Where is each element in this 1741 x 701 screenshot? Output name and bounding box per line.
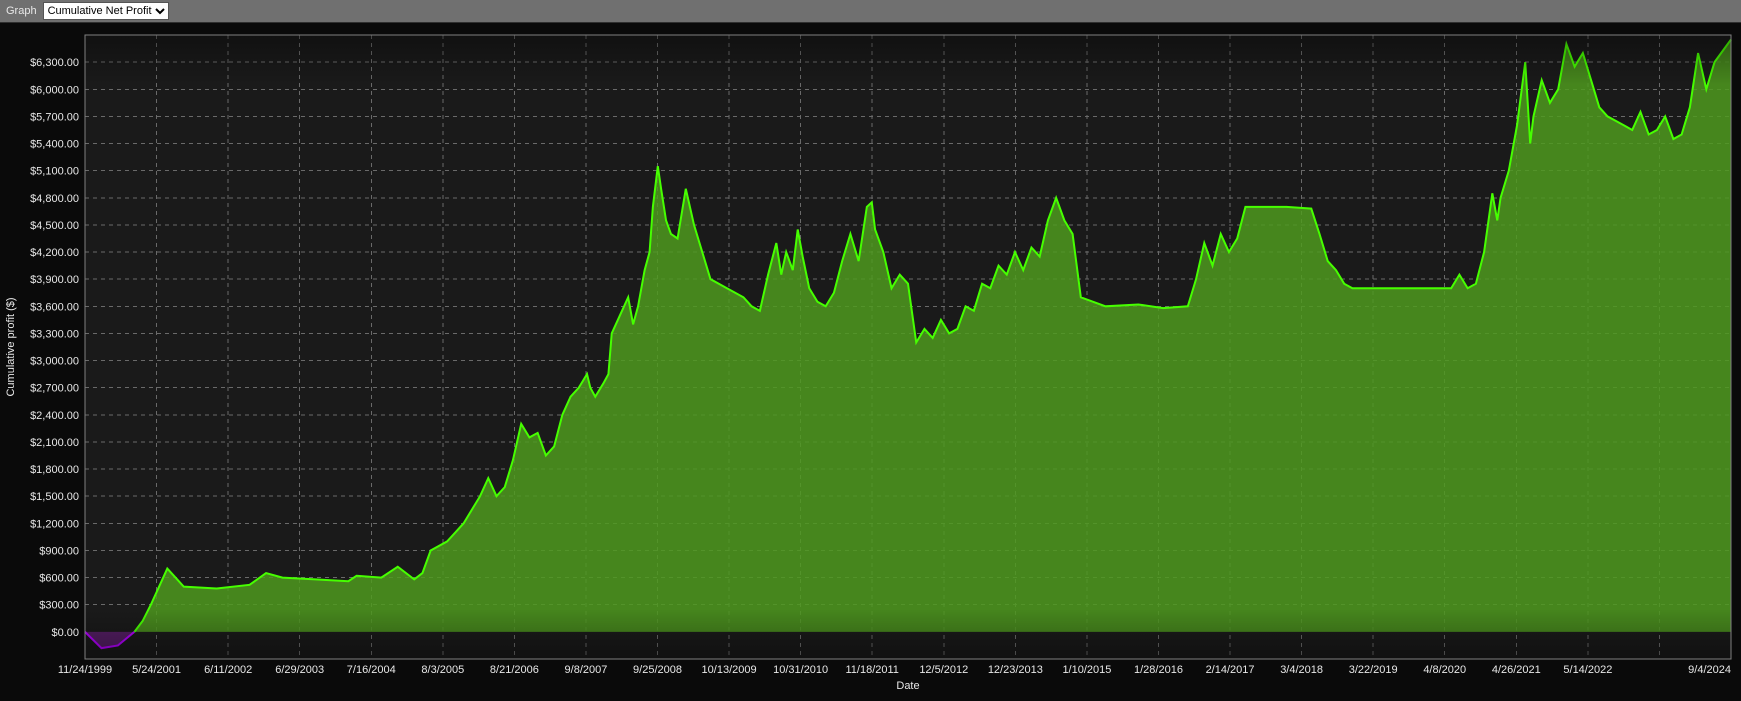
svg-text:6/29/2003: 6/29/2003: [275, 664, 324, 676]
svg-text:$3,900.00: $3,900.00: [30, 274, 79, 286]
svg-text:4/26/2021: 4/26/2021: [1492, 664, 1541, 676]
svg-text:12/5/2012: 12/5/2012: [919, 664, 968, 676]
svg-text:1/28/2016: 1/28/2016: [1134, 664, 1183, 676]
graph-toolbar: Graph Cumulative Net Profit: [0, 0, 1741, 23]
y-axis-ticks: $0.00 $300.00 $600.00 $900.00 $1,200.00 $1,50…: [30, 57, 79, 639]
svg-text:$900.00: $900.00: [39, 545, 79, 557]
svg-text:$5,400.00: $5,400.00: [30, 139, 79, 151]
svg-text:$1,500.00: $1,500.00: [30, 491, 79, 503]
svg-text:$5,100.00: $5,100.00: [30, 166, 79, 178]
svg-text:7/16/2004: 7/16/2004: [347, 664, 396, 676]
svg-text:$600.00: $600.00: [39, 573, 79, 585]
svg-text:$1,200.00: $1,200.00: [30, 518, 79, 530]
svg-text:12/23/2013: 12/23/2013: [988, 664, 1043, 676]
chart-container: $0.00 $300.00 $600.00 $900.00 $1,200.00 $1,50…: [0, 23, 1741, 701]
svg-text:9/4/2024: 9/4/2024: [1688, 664, 1731, 676]
svg-text:10/13/2009: 10/13/2009: [702, 664, 757, 676]
svg-text:9/25/2008: 9/25/2008: [633, 664, 682, 676]
svg-text:3/4/2018: 3/4/2018: [1280, 664, 1323, 676]
svg-text:6/11/2002: 6/11/2002: [204, 664, 252, 676]
cumulative-profit-chart: $0.00 $300.00 $600.00 $900.00 $1,200.00 $1,50…: [0, 23, 1741, 701]
svg-text:$2,100.00: $2,100.00: [30, 437, 79, 449]
svg-text:$3,300.00: $3,300.00: [30, 328, 79, 340]
svg-text:$5,700.00: $5,700.00: [30, 111, 79, 123]
svg-text:$6,300.00: $6,300.00: [30, 57, 79, 69]
svg-text:4/8/2020: 4/8/2020: [1423, 664, 1466, 676]
svg-text:8/3/2005: 8/3/2005: [421, 664, 464, 676]
svg-text:3/22/2019: 3/22/2019: [1349, 664, 1398, 676]
x-axis-ticks: 11/24/1999 5/24/2001 6/11/2002 6/29/2003 7/1…: [58, 664, 1731, 676]
svg-text:$6,000.00: $6,000.00: [30, 84, 79, 96]
svg-text:11/24/1999: 11/24/1999: [58, 664, 112, 676]
y-axis-title: Cumulative profit ($): [5, 297, 17, 396]
svg-text:8/21/2006: 8/21/2006: [490, 664, 539, 676]
svg-text:$3,600.00: $3,600.00: [30, 301, 79, 313]
svg-text:$300.00: $300.00: [39, 600, 79, 612]
svg-text:10/31/2010: 10/31/2010: [773, 664, 828, 676]
svg-text:$3,000.00: $3,000.00: [30, 356, 79, 368]
graph-label: Graph: [6, 5, 37, 17]
svg-text:$4,500.00: $4,500.00: [30, 220, 79, 232]
graph-type-select[interactable]: Cumulative Net Profit: [43, 2, 169, 20]
svg-text:$2,700.00: $2,700.00: [30, 383, 79, 395]
svg-text:2/14/2017: 2/14/2017: [1206, 664, 1255, 676]
x-axis-title: Date: [896, 680, 919, 692]
svg-text:$4,200.00: $4,200.00: [30, 247, 79, 259]
svg-text:$2,400.00: $2,400.00: [30, 410, 79, 422]
svg-text:5/24/2001: 5/24/2001: [132, 664, 181, 676]
svg-text:5/14/2022: 5/14/2022: [1563, 664, 1612, 676]
svg-text:1/10/2015: 1/10/2015: [1062, 664, 1111, 676]
svg-text:9/8/2007: 9/8/2007: [565, 664, 608, 676]
svg-text:$1,800.00: $1,800.00: [30, 464, 79, 476]
svg-text:11/18/2011: 11/18/2011: [846, 664, 899, 676]
svg-text:$4,800.00: $4,800.00: [30, 193, 79, 205]
svg-text:$0.00: $0.00: [51, 627, 79, 639]
